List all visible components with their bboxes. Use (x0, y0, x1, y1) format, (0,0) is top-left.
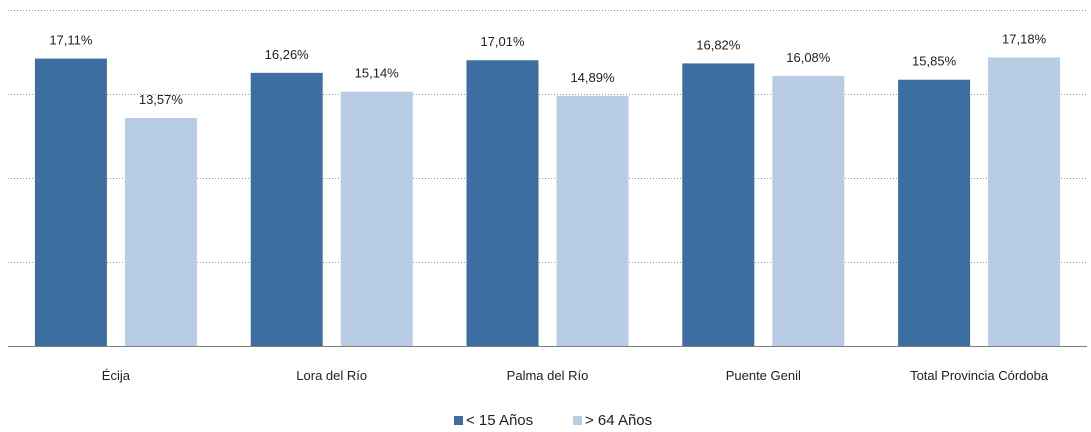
data-label: 16,08% (786, 50, 831, 65)
data-label: 15,85% (912, 54, 957, 69)
data-label: 16,82% (696, 37, 741, 52)
x-tick-label: Écija (102, 368, 131, 383)
bar-over-64-0 (124, 118, 197, 346)
data-labels: 17,11% 13,57% 16,26% 15,14% 17,01% 14,89% 16,8… (49, 31, 1046, 107)
x-tick-label: Lora del Río (296, 368, 367, 383)
bar-under-15-0 (34, 58, 107, 346)
bar-over-64-2 (556, 95, 629, 347)
x-tick-labels: Écija Lora del Río Palma del Río Puente Gen… (102, 368, 1049, 383)
data-label: 13,57% (139, 92, 184, 107)
bars (34, 57, 1061, 347)
data-label: 17,18% (1002, 31, 1047, 46)
legend-swatch (573, 416, 582, 425)
legend-swatch (454, 416, 463, 425)
data-label: 15,14% (355, 66, 400, 81)
data-label: 16,26% (265, 47, 310, 62)
bar-under-15-2 (466, 60, 539, 347)
x-tick-label: Palma del Río (507, 368, 589, 383)
x-tick-label: Puente Genil (726, 368, 801, 383)
legend: < 15 Años > 64 Años (454, 412, 652, 429)
bar-over-64-4 (988, 57, 1061, 346)
bar-over-64-1 (340, 91, 413, 346)
bar-under-15-3 (682, 63, 755, 346)
bar-over-64-3 (772, 75, 845, 346)
legend-label: < 15 Años (466, 412, 533, 429)
data-label: 17,11% (49, 33, 93, 48)
data-label: 17,01% (480, 34, 525, 49)
data-label: 14,89% (570, 70, 615, 85)
legend-label: > 64 Años (585, 412, 652, 429)
x-tick-label: Total Provincia Córdoba (910, 368, 1049, 383)
bar-under-15-1 (250, 72, 323, 346)
bar-under-15-4 (898, 79, 971, 346)
